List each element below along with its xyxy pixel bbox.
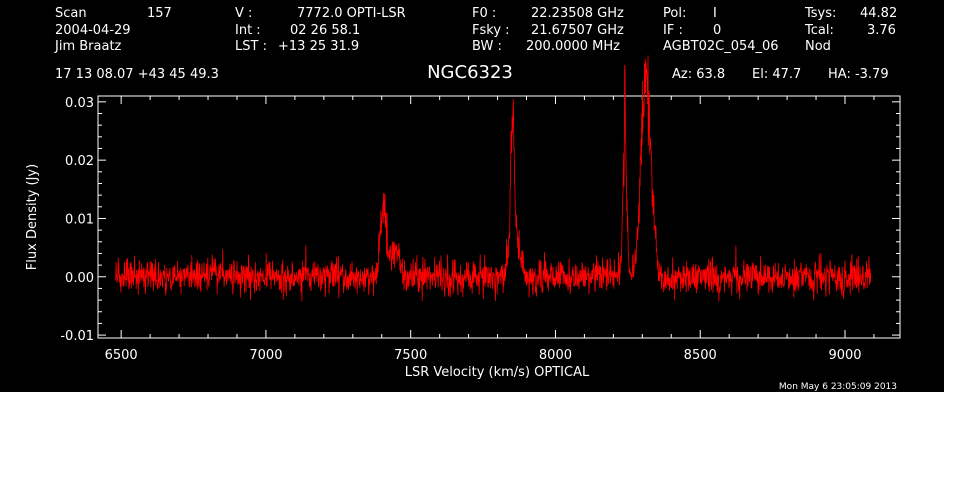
plot-frame: [97, 95, 901, 339]
spectrum-window: Scan 157 V : 7772.0 OPTI-LSR F0 : 22.235…: [0, 0, 944, 392]
if-value: 0: [713, 23, 721, 38]
x-axis-label: LSR Velocity (km/s) OPTICAL: [405, 365, 590, 380]
y-axis-label: Flux Density (Jy): [25, 164, 40, 270]
procedure-name: AGBT02C_054_06: [663, 39, 779, 54]
pol-value: I: [713, 6, 717, 21]
int-label: Int :: [235, 23, 261, 38]
lst-label: LST :: [235, 39, 267, 54]
tsys-value: 44.82: [860, 6, 897, 21]
y-tick-label: 0.03: [65, 96, 94, 111]
tcal-label: Tcal:: [804, 23, 834, 38]
scan-label: Scan: [55, 6, 87, 21]
elevation: El: 47.7: [752, 67, 801, 82]
lst-value: +13 25 31.9: [278, 39, 359, 54]
velocity-label: V :: [235, 6, 252, 21]
velocity-value: 7772.0 OPTI-LSR: [297, 6, 406, 21]
f0-label: F0 :: [472, 6, 496, 21]
source-title: NGC6323: [427, 62, 513, 83]
x-tick-label: 8000: [539, 348, 572, 363]
tsys-label: Tsys:: [804, 6, 836, 21]
int-value: 02 26 58.1: [290, 23, 360, 38]
fsky-value: 21.67507 GHz: [531, 23, 624, 38]
f0-value: 22.23508 GHz: [531, 6, 624, 21]
tcal-value: 3.76: [867, 23, 896, 38]
y-tick-label: 0.00: [65, 271, 94, 286]
if-label: IF :: [663, 23, 683, 38]
render-timestamp: Mon May 6 23:05:09 2013: [779, 382, 897, 392]
spectrum-trace: [115, 55, 872, 302]
pol-label: Pol:: [663, 6, 686, 21]
y-tick-label: 0.01: [65, 212, 94, 227]
trace-group: [115, 55, 872, 302]
x-tick-label: 9000: [828, 348, 861, 363]
bw-label: BW :: [472, 39, 502, 54]
azimuth: Az: 63.8: [672, 67, 725, 82]
hour-angle: HA: -3.79: [828, 67, 889, 82]
x-tick-label: 7000: [249, 348, 282, 363]
obs-date: 2004-04-29: [55, 23, 131, 38]
source-coords: 17 13 08.07 +43 45 49.3: [55, 67, 219, 82]
x-tick-label: 6500: [105, 348, 138, 363]
bw-value: 200.0000 MHz: [526, 39, 620, 54]
scan-value: 157: [147, 6, 172, 21]
fsky-label: Fsky :: [472, 23, 510, 38]
y-tick-label: -0.01: [60, 329, 94, 344]
nod-mode: Nod: [805, 39, 831, 54]
spectrum-figure: Scan 157 V : 7772.0 OPTI-LSR F0 : 22.235…: [25, 6, 901, 392]
tick-group: 6500 7000 7500 8000 8500 9000 -0.01 0.00 0.01 0.0…: [60, 96, 900, 363]
observer-name: Jim Braatz: [54, 39, 122, 54]
x-tick-label: 7500: [394, 348, 427, 363]
y-tick-label: 0.02: [65, 154, 94, 169]
x-tick-label: 8500: [684, 348, 717, 363]
